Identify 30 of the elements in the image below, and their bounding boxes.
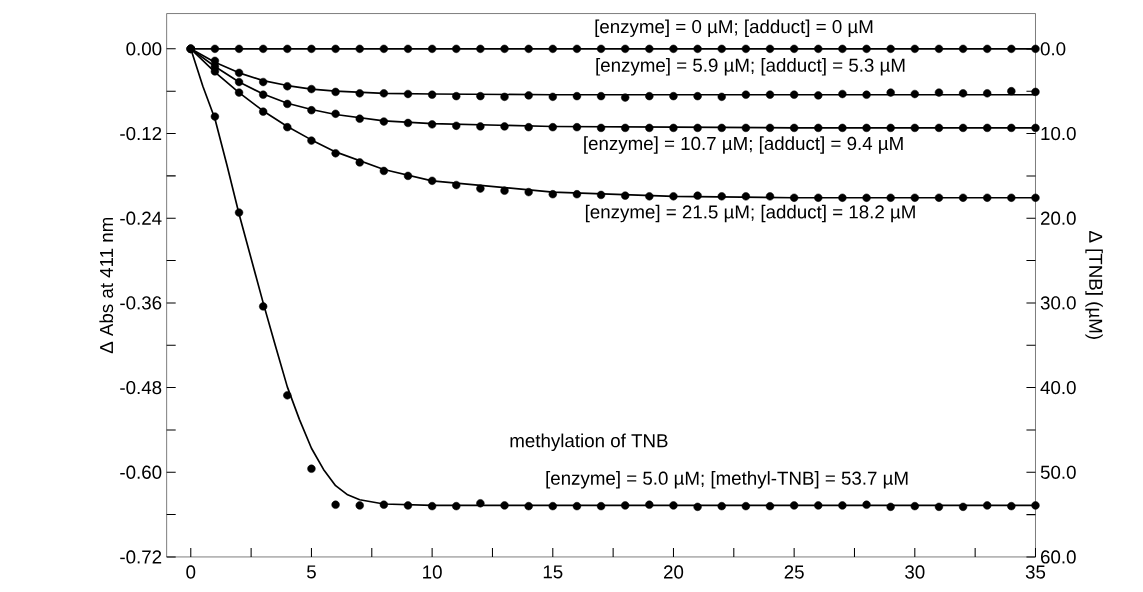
- x-tick-label: 35: [1025, 565, 1046, 579]
- y2-tick-label: 0.0: [1040, 42, 1066, 56]
- y-axis-title: Δ Abs at 411 nm: [99, 218, 114, 354]
- y-tick-label: -0.36: [120, 296, 162, 310]
- x-tick-label: 20: [664, 565, 684, 579]
- y2-tick-label: 10.0: [1041, 127, 1076, 141]
- y2-tick-label: 30.0: [1040, 296, 1076, 310]
- y-tick-label: 0.00: [126, 42, 162, 56]
- annotation: [enzyme] = 10.7 µM; [adduct] = 9.4 µM: [584, 136, 903, 154]
- y2-axis-title: Δ [TNB] (µM): [1085, 231, 1103, 339]
- y-tick-label: -0.48: [120, 381, 162, 395]
- annotation: [enzyme] = 21.5 µM; [adduct] = 18.2 µM: [585, 204, 915, 223]
- x-tick-label: 5: [307, 565, 316, 579]
- y2-tick-label: 50.0: [1040, 465, 1076, 479]
- annotation: [enzyme] = 0 µM; [adduct] = 0 µM: [595, 19, 873, 38]
- y-tick-label: -0.60: [120, 465, 162, 479]
- y-tick-label: -0.12: [120, 126, 162, 141]
- x-tick-label: 15: [543, 565, 563, 579]
- y2-tick-label: 40.0: [1040, 381, 1076, 395]
- y-tick-label: -0.72: [120, 550, 162, 564]
- annotation: [enzyme] = 5.9 µM; [adduct] = 5.3 µM: [596, 58, 905, 76]
- x-tick-label: 25: [784, 565, 804, 579]
- y2-tick-label: 60.0: [1041, 550, 1076, 564]
- y-tick-label: -0.24: [120, 211, 162, 225]
- y2-tick-label: 20.0: [1041, 211, 1076, 225]
- x-tick-label: 0: [186, 565, 196, 579]
- x-tick-label: 10: [423, 565, 442, 579]
- annotation: [enzyme] = 5.0 µM; [methyl-TNB] = 53.7 µM: [546, 471, 908, 489]
- x-tick-label: 30: [905, 565, 925, 579]
- annotation: methylation of TNB: [510, 433, 668, 452]
